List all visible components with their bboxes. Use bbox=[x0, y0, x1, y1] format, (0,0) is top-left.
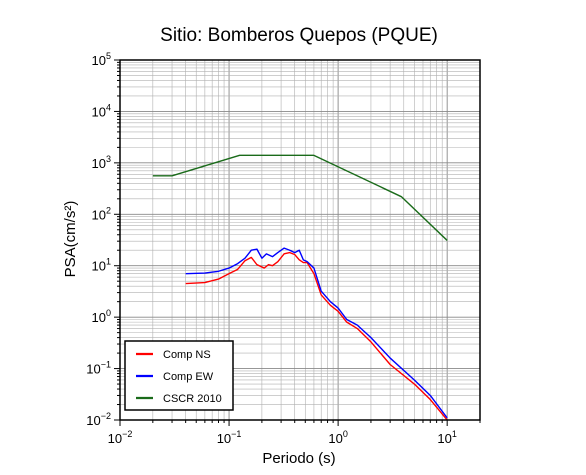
y-tick-base: 10 bbox=[92, 53, 106, 68]
y-tick-label: 104 bbox=[92, 102, 111, 119]
x-tick-base: 10 bbox=[437, 431, 451, 446]
plot-frame bbox=[119, 59, 481, 421]
y-tick-label: 103 bbox=[92, 154, 111, 171]
legend-label: CSCR 2010 bbox=[163, 393, 222, 405]
x-tick-base: 10 bbox=[328, 431, 342, 446]
x-tick-label: 100 bbox=[328, 429, 347, 446]
chart-title: Sitio: Bomberos Quepos (PQUE) bbox=[160, 25, 438, 46]
x-tick-label: 101 bbox=[437, 429, 456, 446]
x-tick-base: 10 bbox=[217, 431, 231, 446]
series-layer bbox=[152, 154, 448, 420]
x-axis-ticks: 10−2 10−1 100 101 bbox=[108, 420, 481, 446]
x-tick-exponent: −2 bbox=[122, 429, 132, 439]
y-axis-label: PSA(cm/s²) bbox=[62, 201, 79, 278]
y-tick-base: 10 bbox=[92, 207, 106, 222]
y-tick-exponent: 4 bbox=[106, 102, 111, 112]
y-tick-label: 10−1 bbox=[86, 360, 111, 377]
y-tick-label: 105 bbox=[92, 51, 111, 68]
y-tick-exponent: 2 bbox=[106, 205, 111, 215]
y-tick-base: 10 bbox=[92, 259, 106, 274]
y-tick-exponent: 5 bbox=[106, 51, 111, 61]
series-line-comp-ew bbox=[185, 247, 448, 419]
x-tick-base: 10 bbox=[108, 431, 122, 446]
x-tick-label: 10−2 bbox=[108, 429, 133, 446]
y-tick-base: 10 bbox=[86, 413, 100, 428]
y-tick-exponent: 3 bbox=[106, 154, 111, 164]
y-tick-label: 101 bbox=[92, 257, 111, 274]
y-tick-exponent: 1 bbox=[106, 257, 111, 267]
x-tick-exponent: 1 bbox=[452, 429, 457, 439]
y-tick-base: 10 bbox=[92, 156, 106, 171]
x-tick-exponent: 0 bbox=[343, 429, 348, 439]
legend-label: Comp EW bbox=[163, 371, 214, 383]
legend-label: Comp NS bbox=[163, 349, 211, 361]
y-tick-exponent: −1 bbox=[101, 360, 111, 370]
series-line-comp-ns bbox=[185, 251, 448, 420]
x-axis-label: Periodo (s) bbox=[262, 450, 335, 467]
y-tick-exponent: 0 bbox=[106, 308, 111, 318]
y-tick-label: 102 bbox=[92, 205, 111, 222]
y-tick-label: 100 bbox=[92, 308, 111, 325]
y-tick-base: 10 bbox=[92, 104, 106, 119]
series-line-cscr-2010 bbox=[152, 154, 448, 241]
legend: Comp NS Comp EW CSCR 2010 bbox=[124, 340, 234, 411]
x-tick-exponent: −1 bbox=[231, 429, 241, 439]
y-tick-base: 10 bbox=[86, 362, 100, 377]
y-tick-exponent: −2 bbox=[101, 411, 111, 421]
grid bbox=[120, 60, 480, 420]
y-tick-label: 10−2 bbox=[86, 411, 111, 428]
x-tick-label: 10−1 bbox=[217, 429, 242, 446]
y-tick-base: 10 bbox=[92, 310, 106, 325]
